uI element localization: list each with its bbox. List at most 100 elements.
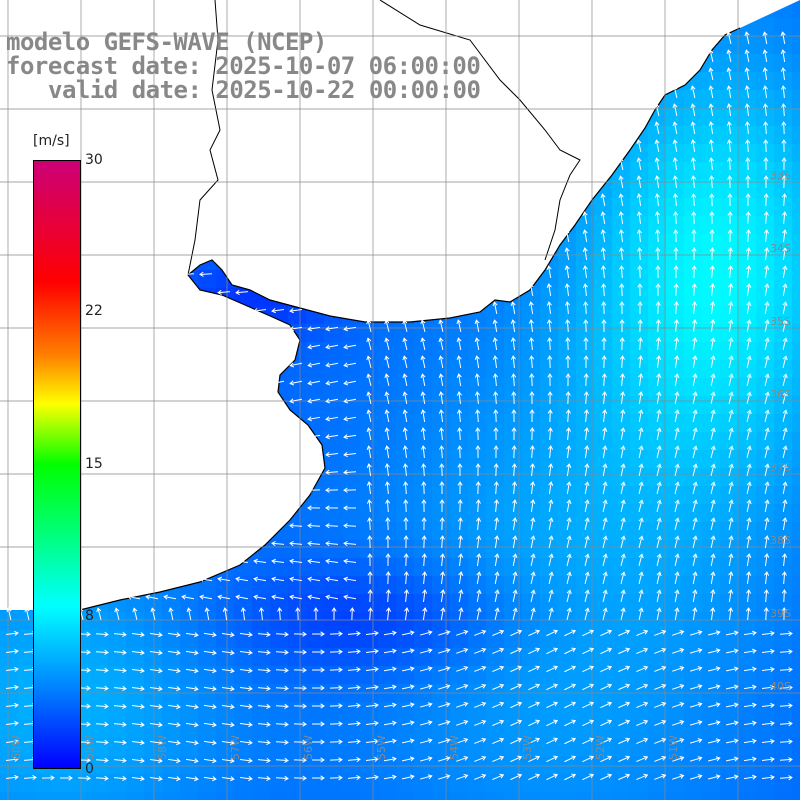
wind-cell <box>684 306 702 324</box>
wind-cell <box>378 324 396 342</box>
wind-cell <box>558 666 576 684</box>
wind-arrow <box>692 355 698 369</box>
wind-arrow <box>403 517 409 531</box>
wind-cell <box>540 576 558 594</box>
wind-arrow <box>439 535 445 549</box>
wind-arrow <box>744 103 750 117</box>
wind-arrow <box>654 701 667 708</box>
wind-arrow <box>601 283 607 297</box>
wind-cell <box>342 666 360 684</box>
wind-cell <box>630 594 648 612</box>
wind-cell <box>594 234 612 252</box>
wind-arrow <box>401 738 415 744</box>
wind-cell <box>360 324 378 342</box>
wind-arrow <box>620 391 626 405</box>
wind-cell <box>540 378 558 396</box>
wind-arrow <box>420 630 433 636</box>
wind-arrow <box>600 737 613 745</box>
wind-cell <box>378 504 396 522</box>
lat-label: 33S <box>770 169 791 182</box>
wind-cell <box>558 342 576 360</box>
wind-cell <box>684 630 702 648</box>
wind-cell <box>666 756 684 774</box>
wind-arrow <box>618 211 624 225</box>
wind-arrow <box>325 326 339 332</box>
wind-cell <box>666 144 684 162</box>
wind-cell <box>432 486 450 504</box>
wind-cell <box>630 468 648 486</box>
wind-arrow <box>293 703 307 709</box>
wind-cell <box>414 558 432 576</box>
wind-cell <box>594 504 612 522</box>
wind-cell <box>792 72 800 90</box>
wind-cell <box>522 720 540 738</box>
wind-arrow <box>528 647 541 655</box>
wind-arrow <box>365 720 379 726</box>
wind-arrow <box>565 373 571 387</box>
wind-cell <box>774 486 792 504</box>
wind-arrow <box>674 445 680 459</box>
wind-arrow <box>546 647 559 655</box>
wind-arrow <box>764 553 770 567</box>
wind-cell <box>450 324 468 342</box>
wind-arrow <box>654 719 667 726</box>
wind-cell <box>360 378 378 396</box>
wind-cell <box>414 720 432 738</box>
wind-cell <box>774 540 792 558</box>
wind-arrow <box>311 757 325 763</box>
wind-arrow <box>325 576 339 582</box>
wind-cell <box>612 450 630 468</box>
wind-arrow <box>743 774 757 780</box>
wind-cell <box>432 648 450 666</box>
wind-cell <box>756 774 774 792</box>
wind-arrow <box>708 648 721 654</box>
wind-arrow <box>366 463 372 477</box>
wind-arrow <box>383 720 397 726</box>
wind-arrow <box>710 517 716 531</box>
wind-cell <box>720 414 738 432</box>
wind-cell <box>396 756 414 774</box>
wind-cell <box>432 414 450 432</box>
wind-cell <box>702 180 720 198</box>
wind-arrow <box>530 571 536 585</box>
wind-cell <box>450 792 468 800</box>
wind-cell <box>792 594 800 612</box>
wind-cell <box>702 612 720 630</box>
wind-arrow <box>618 647 631 655</box>
wind-arrow <box>343 469 357 475</box>
wind-cell <box>756 108 774 126</box>
wind-arrow <box>221 704 235 710</box>
wind-arrow <box>528 737 541 745</box>
wind-arrow <box>654 629 667 636</box>
wind-cell <box>594 666 612 684</box>
wind-arrow <box>475 463 481 477</box>
wind-cell <box>792 324 800 342</box>
wind-arrow <box>584 499 590 513</box>
wind-arrow <box>692 391 698 405</box>
wind-cell <box>756 162 774 180</box>
wind-arrow <box>564 773 577 781</box>
wind-cell <box>558 774 576 792</box>
wind-cell <box>540 756 558 774</box>
wind-arrow <box>637 355 644 369</box>
wind-arrow <box>167 650 181 656</box>
wind-arrow <box>725 774 739 780</box>
wind-arrow <box>476 607 482 621</box>
wind-arrow <box>325 523 339 529</box>
wind-arrow <box>638 445 644 459</box>
wind-arrow <box>690 684 703 690</box>
wind-cell <box>702 792 720 800</box>
wind-cell <box>324 774 342 792</box>
wind-arrow <box>167 668 181 674</box>
wind-cell <box>648 540 666 558</box>
wind-arrow <box>584 463 590 477</box>
wind-cell <box>720 378 738 396</box>
wind-arrow <box>131 776 145 782</box>
wind-cell <box>684 792 702 800</box>
wind-cell <box>504 432 522 450</box>
wind-cell <box>630 432 648 450</box>
wind-arrow <box>618 175 624 189</box>
wind-cell <box>234 792 252 800</box>
wind-cell <box>378 396 396 414</box>
wind-arrow <box>781 193 787 207</box>
